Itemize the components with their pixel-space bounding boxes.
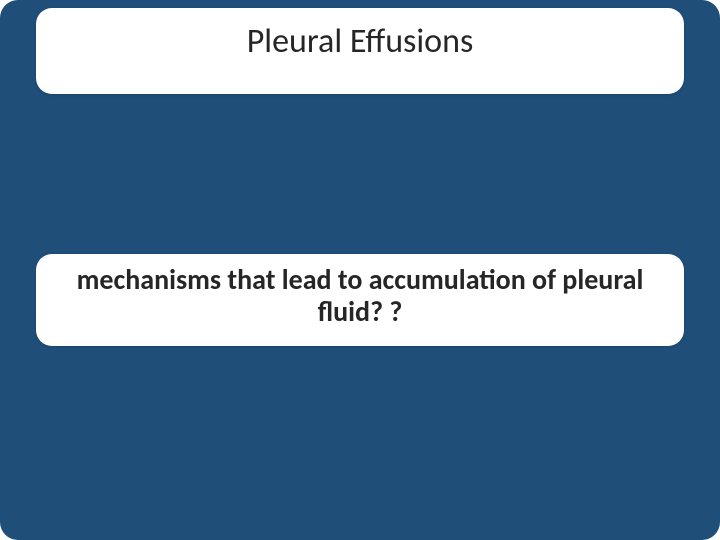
title-box: Pleural Effusions [36, 8, 684, 94]
content-box: mechanisms that lead to accumulation of … [36, 254, 684, 346]
slide-title: Pleural Effusions [247, 21, 474, 82]
content-text: mechanisms that lead to accumulation of … [36, 264, 684, 336]
slide: Pleural Effusions mechanisms that lead t… [0, 0, 720, 540]
